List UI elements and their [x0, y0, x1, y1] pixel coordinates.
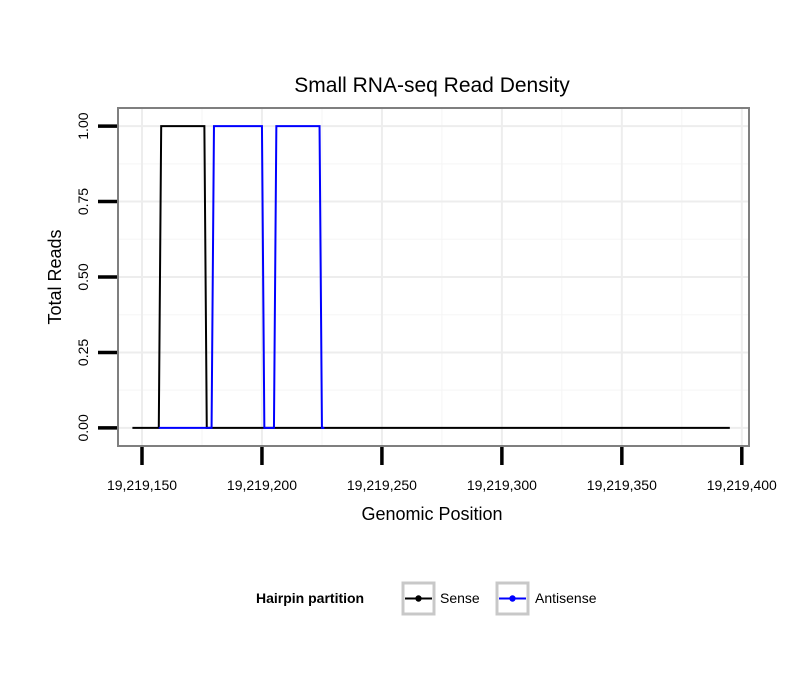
y-axis-title: Total Reads [45, 229, 65, 324]
x-tick-label: 19,219,350 [587, 477, 657, 493]
y-tick-label: 0.75 [75, 188, 91, 215]
plot-panel [117, 107, 750, 447]
chart-title: Small RNA-seq Read Density [294, 74, 570, 97]
x-tick-label: 19,219,200 [227, 477, 297, 493]
legend: Hairpin partition Sense Antisense [256, 581, 597, 616]
legend-dot-antisense [509, 595, 516, 602]
y-tick-label: 1.00 [75, 112, 91, 139]
y-tick-label: 0.00 [75, 414, 91, 441]
x-axis-title: Genomic Position [361, 504, 502, 524]
series-line-antisense [158, 125, 325, 429]
legend-item-antisense: Antisense [495, 581, 597, 616]
legend-label-sense: Sense [440, 590, 480, 606]
x-tick-label: 19,219,400 [707, 477, 777, 493]
series-layer [132, 125, 730, 429]
legend-item-sense: Sense [401, 581, 480, 616]
x-axis: 19,219,150 19,219,200 19,219,250 19,219,300… [107, 447, 777, 493]
y-tick-label: 0.25 [75, 339, 91, 366]
legend-label-antisense: Antisense [535, 590, 597, 606]
panel-border [117, 107, 750, 447]
legend-dot-sense [415, 595, 422, 602]
x-tick-label: 19,219,150 [107, 477, 177, 493]
y-tick-label: 0.50 [75, 263, 91, 290]
series-line-sense [132, 125, 730, 429]
y-axis: 0.00 0.25 0.50 0.75 1.00 [75, 112, 117, 442]
legend-title: Hairpin partition [256, 590, 364, 606]
x-tick-label: 19,219,300 [467, 477, 537, 493]
x-tick-label: 19,219,250 [347, 477, 417, 493]
